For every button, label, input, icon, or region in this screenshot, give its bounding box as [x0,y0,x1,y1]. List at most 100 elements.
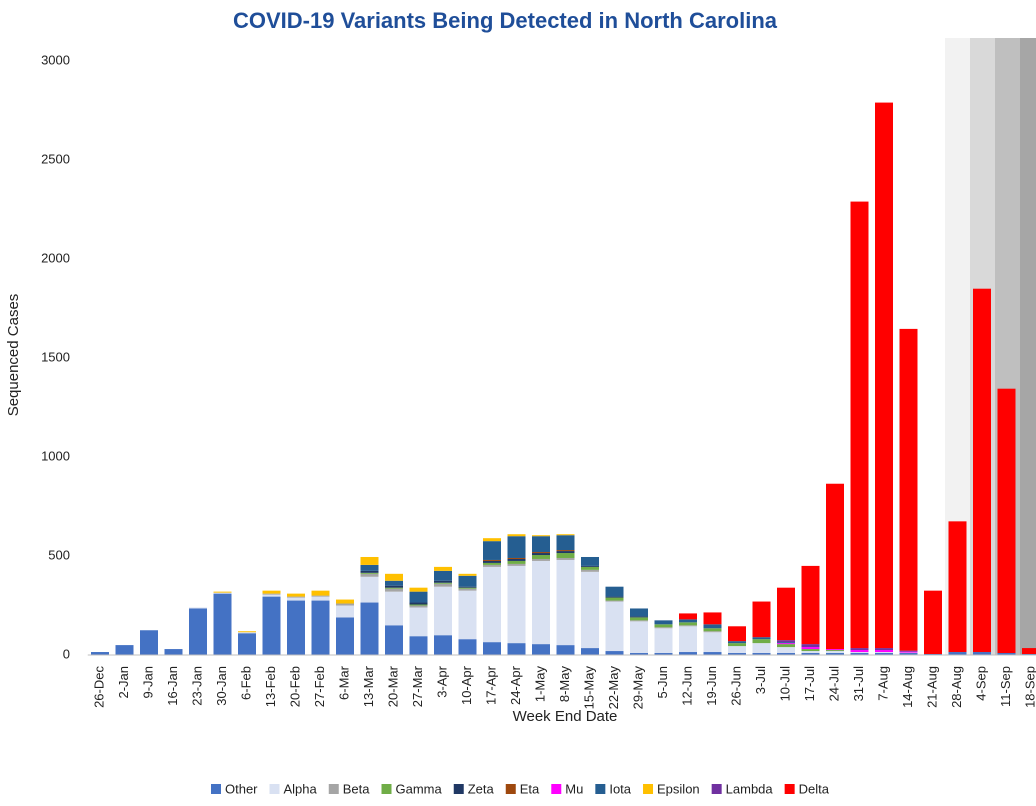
x-tick-label: 15-May [581,666,596,710]
x-tick-label: 2-Jan [116,666,131,699]
bar-segment [336,617,354,655]
bar-segment [262,594,281,597]
bar-segment [801,653,820,655]
bar-segment [262,596,281,655]
bar-segment [630,620,648,622]
legend-label: Gamma [396,781,443,796]
legend-label: Delta [799,781,830,796]
legend-swatch [595,784,606,794]
bar-segment [458,588,477,591]
bar-segment [532,558,550,561]
bar-segment [777,587,795,641]
legend-swatch [784,784,795,794]
bar-segment [997,653,1016,655]
bar-segment [777,653,795,655]
bar-segment [630,608,648,617]
bar-segment [728,641,746,644]
legend-swatch [505,784,516,794]
bar-segment [728,643,746,647]
bar-segment [801,644,820,648]
y-tick-label: 1000 [41,448,70,463]
y-tick-label: 3000 [41,52,70,67]
x-tick-label: 24-Apr [508,665,523,705]
bar-segment [238,633,256,655]
x-tick-label: 22-May [606,666,621,710]
bar-segment [997,388,1016,654]
bar-segment [556,534,575,536]
bar-segment [581,569,599,572]
bar-segment [360,602,379,655]
bar-segment [728,653,746,655]
x-tick-label: 3-Apr [434,665,449,697]
bar-segment [850,653,869,655]
y-tick-label: 2500 [41,151,70,166]
bar-segment [899,650,918,652]
bar-segment [311,600,330,655]
bar-segment [801,647,820,650]
legend-label: Other [225,781,258,796]
shade-band [1020,38,1036,655]
bar-segment [507,558,526,561]
x-tick-label: 6-Mar [336,665,351,700]
bar-segment [679,613,697,620]
bar-segment [458,639,477,655]
bar-segment [483,559,501,561]
x-tick-label: 6-Feb [238,666,253,700]
bar-segment [360,556,379,565]
x-tick-label: 17-Jul [802,666,817,702]
bar-segment [801,651,820,654]
bar-segment [605,596,624,598]
y-axis-title: Sequenced Cases [5,294,22,417]
bar-segment [507,534,526,537]
bar-segment [507,563,526,566]
x-tick-label: 28-Aug [949,666,964,708]
bar-segment [458,590,477,640]
bar-segment [777,644,795,648]
bar-segment [875,102,893,649]
bar-segment [434,583,452,587]
bar-segment [507,557,526,559]
bar-segment [507,565,526,644]
bar-segment [630,621,648,654]
bar-segment [385,585,403,588]
legend-label: Eta [520,781,540,796]
y-tick-label: 2000 [41,250,70,265]
bar-segment [654,620,673,625]
x-tick-label: 20-Mar [385,665,400,707]
bar-segment [556,557,575,560]
bar-segment [483,564,501,567]
bar-segment [532,552,550,554]
bar-segment [532,644,550,655]
bar-segment [311,595,330,597]
bar-segment [703,628,722,632]
bar-segment [532,536,550,553]
bar-segment [630,617,648,621]
bar-segment [703,624,722,629]
bar-segment [948,521,967,653]
bar-segment [679,626,697,653]
bar-segment [409,605,428,608]
x-tick-label: 14-Aug [900,666,915,708]
bar-segment [850,650,869,653]
bar-segment [875,650,893,653]
x-tick-label: 27-Mar [410,665,425,707]
legend-swatch [269,784,280,794]
x-tick-label: 24-Jul [826,666,841,702]
y-tick-label: 1500 [41,349,70,364]
x-axis-title: Week End Date [513,708,618,725]
bar-segment [409,604,428,606]
legend-swatch [711,784,722,794]
bar-segment [826,483,844,650]
bar-segment [605,586,624,597]
bar-segment [875,653,893,655]
bar-segment [409,602,428,605]
bar-segment [360,573,379,577]
bar-segment [654,628,673,654]
chart-title: COVID-19 Variants Being Detected in Nort… [233,8,778,33]
bar-segment [605,651,624,655]
bar-segment [311,590,330,596]
bar-segment [287,596,305,598]
bar-segment [752,639,771,644]
bar-segment [360,572,379,574]
